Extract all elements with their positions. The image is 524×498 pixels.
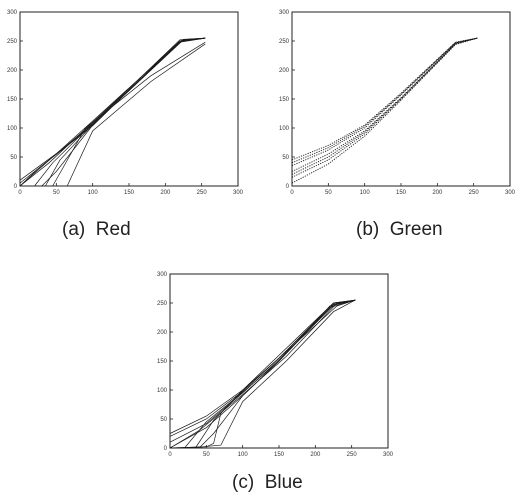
x-tick-label: 0 <box>18 190 22 196</box>
x-tick-label: 100 <box>238 452 249 458</box>
chart-svg: 0 50 100 150 200 250 300 0 50 100 150 200 250 300 <box>279 10 516 196</box>
chart-svg: 0 50 100 150 200 250 300 0 50 100 150 200 250 300 <box>7 10 244 196</box>
series-line-1 <box>19 37 206 187</box>
series-line-10 <box>52 41 206 187</box>
y-tick-label: 200 <box>279 68 290 74</box>
series-line-4 <box>291 37 478 178</box>
green-curves-plot: 0 50 100 150 200 250 300 0 50 100 150 200 250 300 <box>272 0 524 200</box>
y-tick-label: 150 <box>157 359 168 365</box>
series-line-1 <box>291 37 478 161</box>
series-line-7 <box>291 37 478 175</box>
series-line-8 <box>45 37 206 187</box>
y-tick-label: 50 <box>282 155 289 161</box>
y-tick-label: 50 <box>10 155 17 161</box>
y-tick-label: 200 <box>7 68 18 74</box>
series-line-2 <box>169 299 356 437</box>
x-tick-label: 100 <box>88 190 99 196</box>
x-tick-label: 150 <box>124 190 135 196</box>
series-line-2 <box>291 37 478 167</box>
y-tick-label: 150 <box>279 97 290 103</box>
x-tick-label: 300 <box>383 452 394 458</box>
blue-curves-plot: 0 50 100 150 200 250 300 0 50 100 150 200 250 300 <box>150 262 402 462</box>
x-tick-label: 300 <box>233 190 244 196</box>
y-tick-label: 250 <box>7 39 18 45</box>
x-tick-label: 150 <box>274 452 285 458</box>
x-tick-label: 150 <box>396 190 407 196</box>
y-tick-label: 300 <box>157 272 168 278</box>
series-line-10 <box>169 299 356 449</box>
y-tick-label: 0 <box>286 184 290 190</box>
x-tick-label: 250 <box>469 190 480 196</box>
series-line-7 <box>41 37 206 187</box>
x-tick-label: 100 <box>360 190 371 196</box>
series-line-6 <box>34 37 206 187</box>
caption-red: (a) Red <box>62 219 131 240</box>
red-curves-plot: 0 50 100 150 200 250 300 0 50 100 150 200 250 300 <box>0 0 252 200</box>
x-tick-label: 200 <box>432 190 443 196</box>
y-tick-label: 0 <box>164 446 168 452</box>
series-line-3 <box>291 37 478 172</box>
y-tick-label: 100 <box>7 126 18 132</box>
x-tick-label: 50 <box>325 190 332 196</box>
y-tick-label: 250 <box>279 39 290 45</box>
x-tick-label: 250 <box>347 452 358 458</box>
y-tick-label: 100 <box>157 388 168 394</box>
series-line-5 <box>169 299 356 449</box>
series-line-4 <box>169 299 356 449</box>
series-line-6 <box>291 37 478 164</box>
series-line-9 <box>66 43 206 187</box>
series-line-5 <box>291 37 478 184</box>
series-line-9 <box>169 299 356 449</box>
y-tick-label: 0 <box>14 184 18 190</box>
x-tick-label: 0 <box>168 452 172 458</box>
caption-green: (b) Green <box>356 219 443 240</box>
series-line-1 <box>169 299 356 434</box>
x-tick-label: 300 <box>505 190 516 196</box>
y-tick-label: 300 <box>279 10 290 16</box>
x-tick-label: 200 <box>160 190 171 196</box>
chart-svg: 0 50 100 150 200 250 300 0 50 100 150 200 250 300 <box>157 272 394 458</box>
y-tick-label: 50 <box>160 417 167 423</box>
y-tick-label: 200 <box>157 330 168 336</box>
x-tick-label: 250 <box>197 190 208 196</box>
x-tick-label: 50 <box>53 190 60 196</box>
series-line-7 <box>198 299 356 449</box>
x-tick-label: 200 <box>310 452 321 458</box>
series-line-8 <box>195 299 356 449</box>
y-tick-label: 250 <box>157 301 168 307</box>
y-tick-label: 300 <box>7 10 18 16</box>
series-line-6 <box>184 299 356 449</box>
caption-blue: (c) Blue <box>232 472 303 493</box>
y-tick-label: 150 <box>7 97 18 103</box>
x-tick-label: 0 <box>290 190 294 196</box>
y-tick-label: 100 <box>279 126 290 132</box>
x-tick-label: 50 <box>203 452 210 458</box>
